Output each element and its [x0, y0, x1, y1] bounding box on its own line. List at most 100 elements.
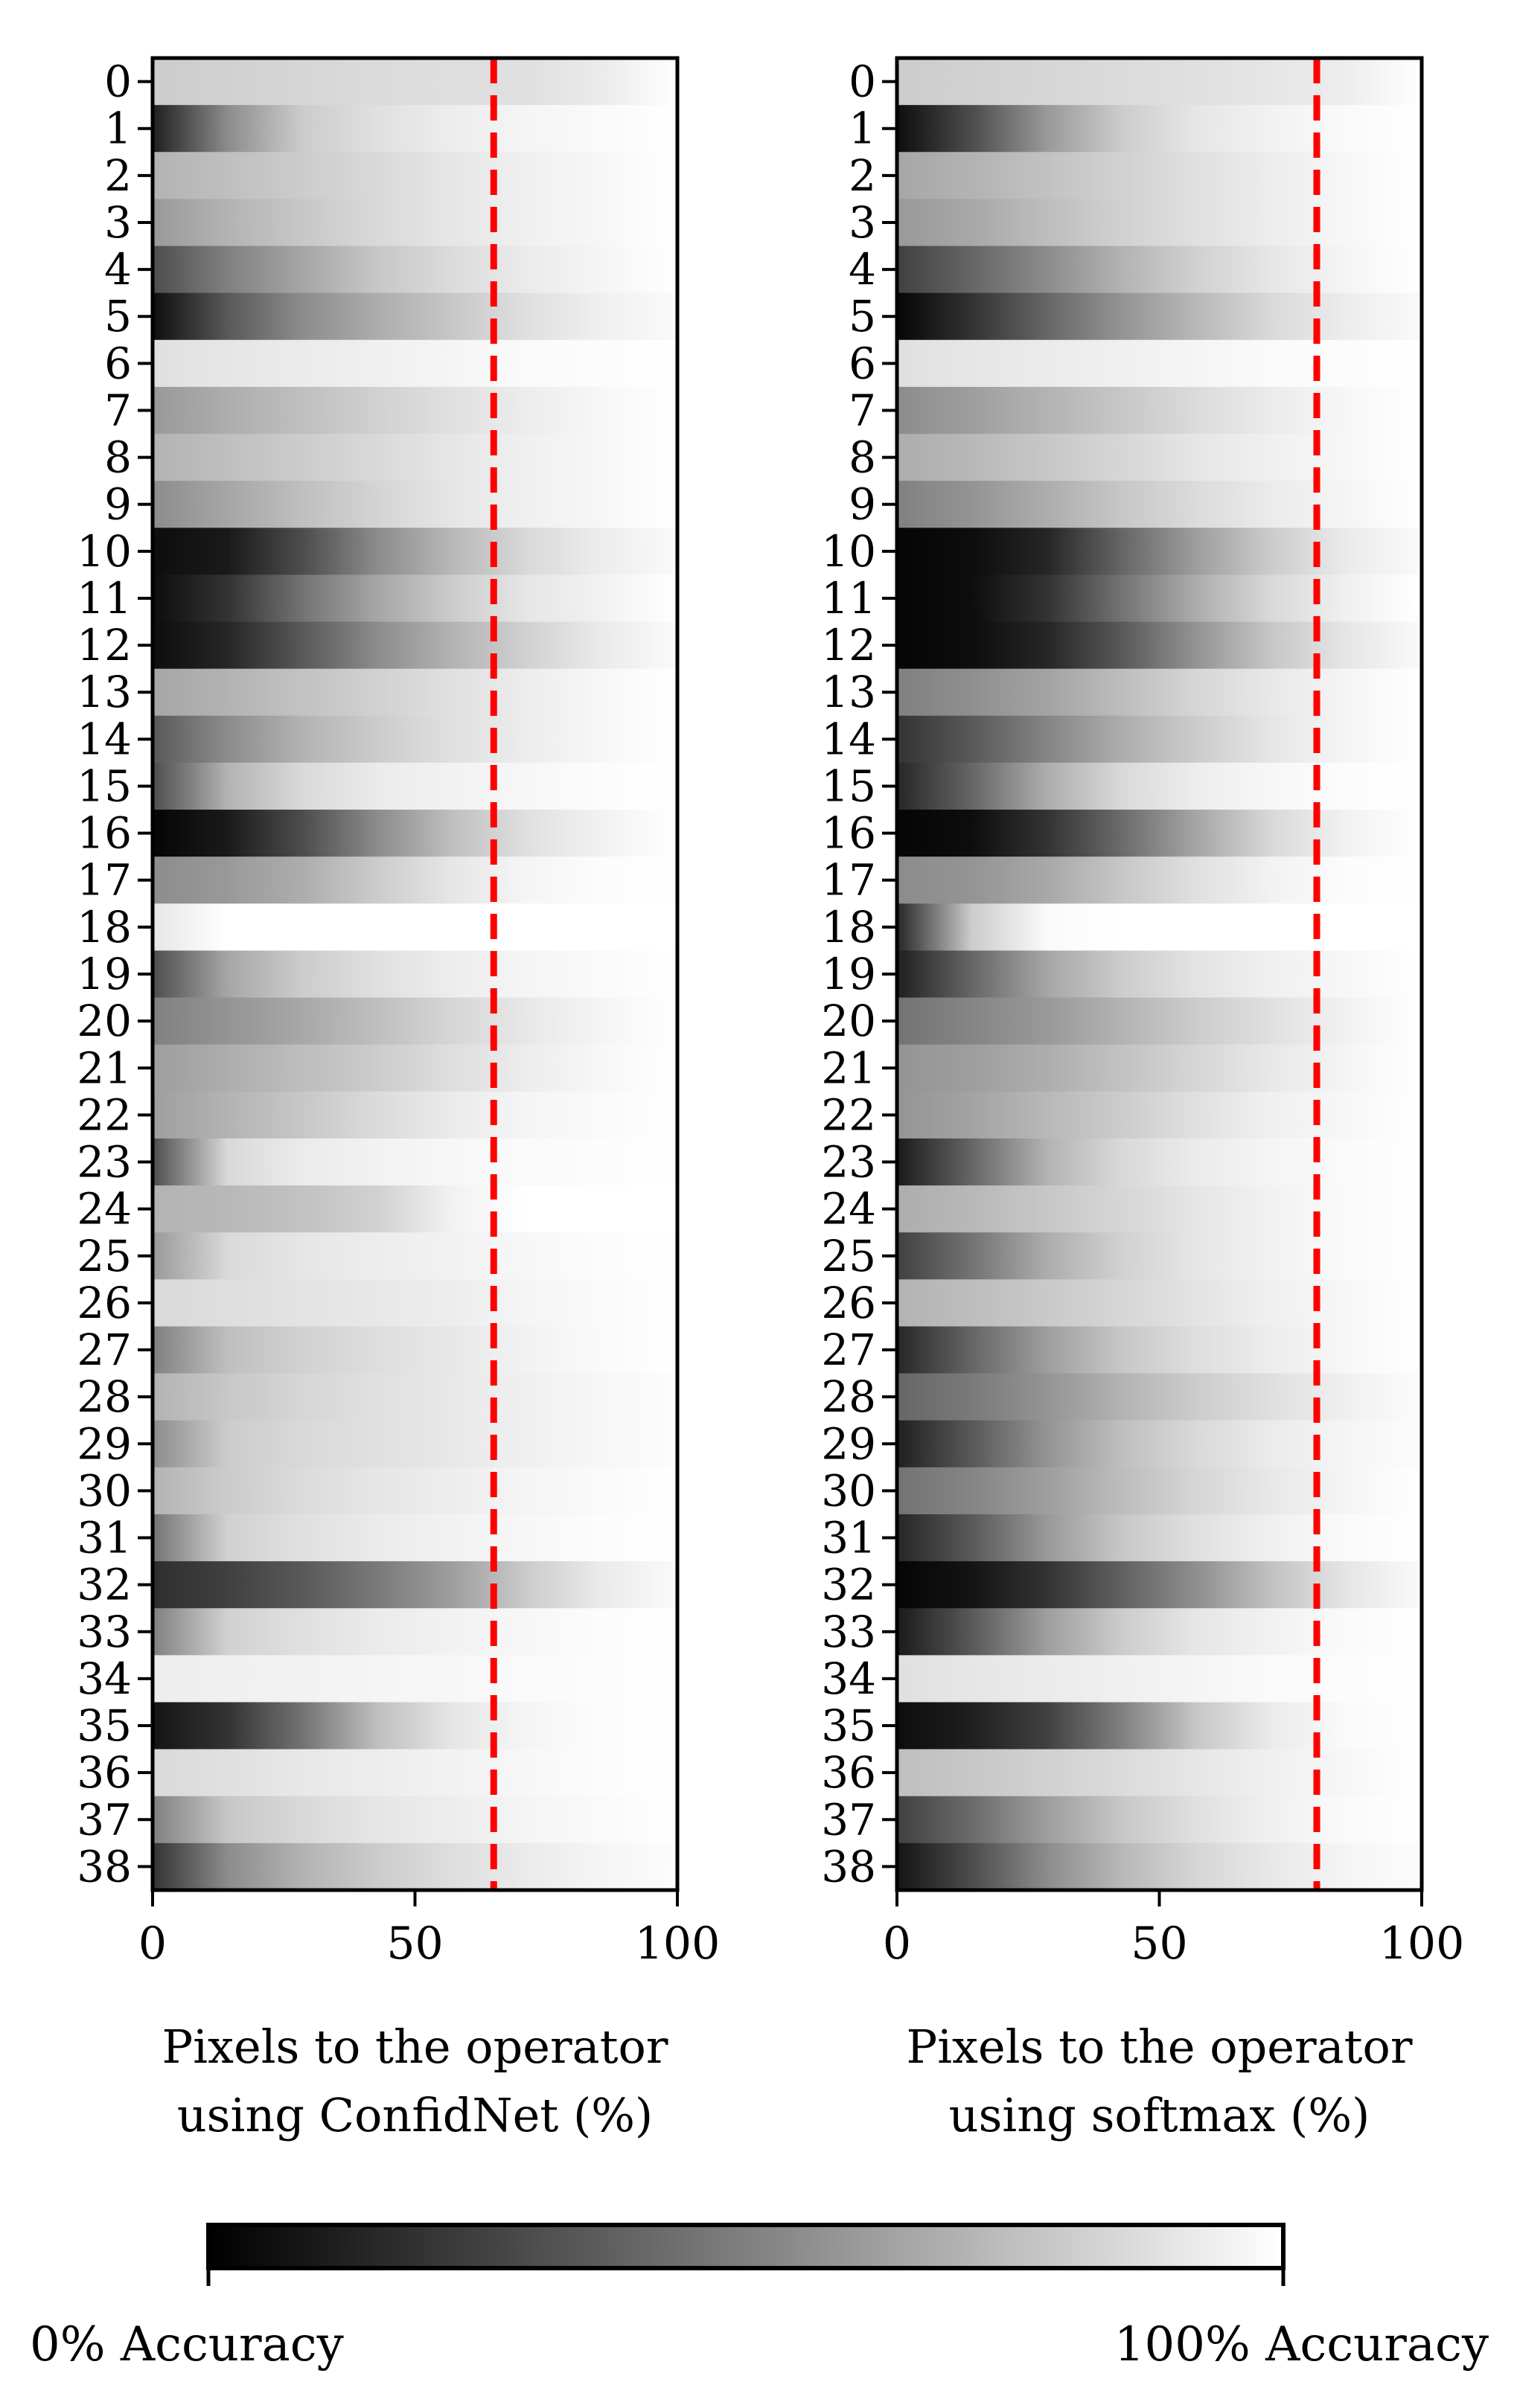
heatmap-row-12 — [897, 621, 1422, 670]
y-tick-label: 37 — [77, 1794, 132, 1845]
heatmap-row-5 — [897, 292, 1422, 341]
y-tick-label: 31 — [77, 1513, 132, 1563]
heatmap-row-18 — [897, 903, 1422, 952]
y-tick-label: 27 — [821, 1325, 876, 1375]
heatmap-row-37 — [153, 1796, 677, 1844]
colorbar: 0% Accuracy 100% Accuracy — [30, 2223, 1489, 2372]
y-tick-label: 2 — [104, 150, 132, 201]
y-tick-label: 13 — [77, 667, 132, 717]
x-tick-label: 0 — [883, 1918, 911, 1970]
heatmap-row-16 — [153, 810, 677, 857]
heatmap-row-12 — [153, 621, 677, 670]
heatmap-row-11 — [153, 574, 677, 623]
heatmap-row-27 — [897, 1326, 1422, 1374]
y-tick-label: 36 — [821, 1747, 876, 1798]
heatmap-row-15 — [153, 762, 677, 810]
y-tick-label: 28 — [821, 1371, 876, 1422]
y-tick-label: 33 — [77, 1607, 132, 1657]
y-tick-label: 20 — [77, 996, 132, 1046]
y-tick-label: 26 — [77, 1278, 132, 1328]
y-tick-label: 12 — [821, 620, 876, 670]
heatmap-row-7 — [153, 386, 677, 435]
heatmap-row-29 — [153, 1420, 677, 1468]
heatmap-row-8 — [897, 434, 1422, 481]
y-tick-label: 35 — [77, 1700, 132, 1751]
y-tick-label: 37 — [821, 1794, 876, 1845]
y-tick-label: 34 — [821, 1653, 876, 1704]
heatmap-row-23 — [153, 1138, 677, 1186]
heatmap-row-36 — [897, 1749, 1422, 1797]
heatmap-row-31 — [897, 1514, 1422, 1562]
x-axis-label: Pixels to the operator — [162, 2020, 668, 2074]
y-tick-label: 17 — [821, 855, 876, 906]
y-tick-label: 16 — [77, 808, 132, 859]
y-tick-label: 33 — [821, 1607, 876, 1657]
heatmap-row-25 — [153, 1232, 677, 1280]
y-tick-label: 30 — [77, 1465, 132, 1516]
y-tick-label: 30 — [821, 1465, 876, 1516]
heatmap-row-34 — [153, 1655, 677, 1703]
y-tick-label: 11 — [821, 573, 876, 624]
y-tick-label: 25 — [77, 1231, 132, 1281]
heatmap-row-32 — [153, 1561, 677, 1609]
heatmap-row-23 — [897, 1138, 1422, 1186]
y-tick-label: 29 — [77, 1418, 132, 1469]
y-tick-label: 8 — [104, 432, 132, 483]
heatmap-row-26 — [153, 1279, 677, 1328]
y-tick-label: 32 — [77, 1560, 132, 1610]
x-tick-label: 50 — [1131, 1918, 1187, 1970]
x-axis-label: using softmax (%) — [949, 2088, 1370, 2142]
y-tick-label: 22 — [77, 1089, 132, 1140]
heatmap-row-33 — [897, 1608, 1422, 1656]
y-tick-label: 25 — [821, 1231, 876, 1281]
colorbar-max-label: 100% Accuracy — [1114, 2317, 1489, 2372]
y-tick-label: 19 — [821, 949, 876, 999]
heatmap-row-19 — [897, 950, 1422, 999]
heatmap-row-20 — [153, 997, 677, 1046]
y-tick-label: 2 — [849, 150, 876, 201]
heatmap-row-3 — [153, 199, 677, 247]
y-tick-label: 34 — [77, 1653, 132, 1704]
heatmap-row-2 — [153, 152, 677, 199]
heatmap-row-14 — [897, 715, 1422, 763]
heatmap-row-21 — [897, 1044, 1422, 1092]
y-tick-label: 13 — [821, 667, 876, 717]
y-tick-label: 14 — [821, 714, 876, 764]
heatmap-row-0 — [897, 58, 1422, 106]
heatmap-row-22 — [153, 1091, 677, 1139]
heatmap-row-22 — [897, 1091, 1422, 1139]
x-axis-label: using ConfidNet (%) — [177, 2088, 654, 2142]
y-tick-label: 17 — [77, 855, 132, 906]
y-tick-label: 36 — [77, 1747, 132, 1798]
x-tick-label: 0 — [138, 1918, 167, 1970]
heatmap-row-30 — [897, 1467, 1422, 1515]
heatmap-row-14 — [153, 715, 677, 763]
y-tick-label: 38 — [77, 1841, 132, 1892]
heatmap-row-10 — [153, 528, 677, 576]
heatmap-row-21 — [153, 1044, 677, 1092]
y-tick-label: 5 — [104, 291, 132, 342]
y-tick-label: 10 — [77, 526, 132, 577]
y-tick-label: 24 — [821, 1184, 876, 1235]
heatmap-row-34 — [897, 1655, 1422, 1703]
heatmap-row-31 — [153, 1514, 677, 1562]
y-tick-label: 19 — [77, 949, 132, 999]
heatmap-row-38 — [153, 1842, 677, 1891]
heatmap-row-19 — [153, 950, 677, 999]
heatmap-row-38 — [897, 1842, 1422, 1891]
y-tick-label: 23 — [77, 1137, 132, 1188]
heatmap-row-3 — [897, 199, 1422, 247]
heatmap-row-27 — [153, 1326, 677, 1374]
y-tick-label: 6 — [104, 338, 132, 388]
y-tick-label: 29 — [821, 1418, 876, 1469]
y-tick-label: 7 — [849, 385, 876, 435]
heatmap-row-8 — [153, 434, 677, 481]
y-tick-label: 6 — [849, 338, 876, 388]
y-tick-label: 9 — [849, 479, 876, 530]
y-tick-label: 5 — [849, 291, 876, 342]
y-tick-label: 23 — [821, 1137, 876, 1188]
heatmap-row-7 — [897, 386, 1422, 435]
y-tick-label: 15 — [821, 760, 876, 811]
y-tick-label: 31 — [821, 1513, 876, 1563]
